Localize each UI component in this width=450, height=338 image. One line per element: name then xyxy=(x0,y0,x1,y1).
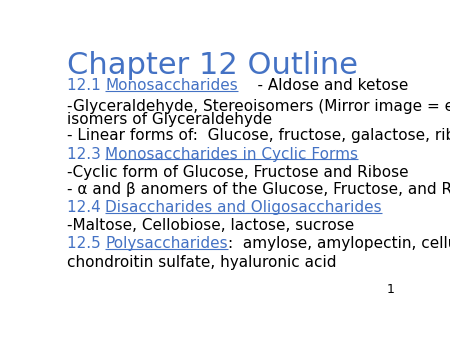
Text: Polysaccharides: Polysaccharides xyxy=(105,236,228,251)
Text: 1: 1 xyxy=(387,283,395,296)
Text: 12.1: 12.1 xyxy=(67,78,105,93)
Text: -Cyclic form of Glucose, Fructose and Ribose: -Cyclic form of Glucose, Fructose and Ri… xyxy=(67,165,408,180)
Text: 12.3: 12.3 xyxy=(67,147,105,162)
Text: Monosaccharides in Cyclic Forms: Monosaccharides in Cyclic Forms xyxy=(105,147,359,162)
Text: -Maltose, Cellobiose, lactose, sucrose: -Maltose, Cellobiose, lactose, sucrose xyxy=(67,218,354,233)
Text: Monosaccharides: Monosaccharides xyxy=(105,78,238,93)
Text: Disaccharides and Oligosaccharides: Disaccharides and Oligosaccharides xyxy=(105,200,382,215)
Text: :  amylose, amylopectin, cellulose, glycogen, chitin,: : amylose, amylopectin, cellulose, glyco… xyxy=(228,236,450,251)
Text: Chapter 12 Outline: Chapter 12 Outline xyxy=(67,51,358,80)
Text: chondroitin sulfate, hyaluronic acid: chondroitin sulfate, hyaluronic acid xyxy=(67,255,336,270)
Text: 12.4: 12.4 xyxy=(67,200,105,215)
Text: - α and β anomers of the Glucose, Fructose, and Ribose: - α and β anomers of the Glucose, Fructo… xyxy=(67,182,450,197)
Text: - Linear forms of:  Glucose, fructose, galactose, ribose: - Linear forms of: Glucose, fructose, ga… xyxy=(67,128,450,143)
Text: 12.5: 12.5 xyxy=(67,236,105,251)
Text: -Glyceraldehyde, Stereoisomers (Mirror image = enantiomer),  D and L: -Glyceraldehyde, Stereoisomers (Mirror i… xyxy=(67,99,450,114)
Text: isomers of Glyceraldehyde: isomers of Glyceraldehyde xyxy=(67,112,272,127)
Text: - Aldose and ketose: - Aldose and ketose xyxy=(238,78,409,93)
